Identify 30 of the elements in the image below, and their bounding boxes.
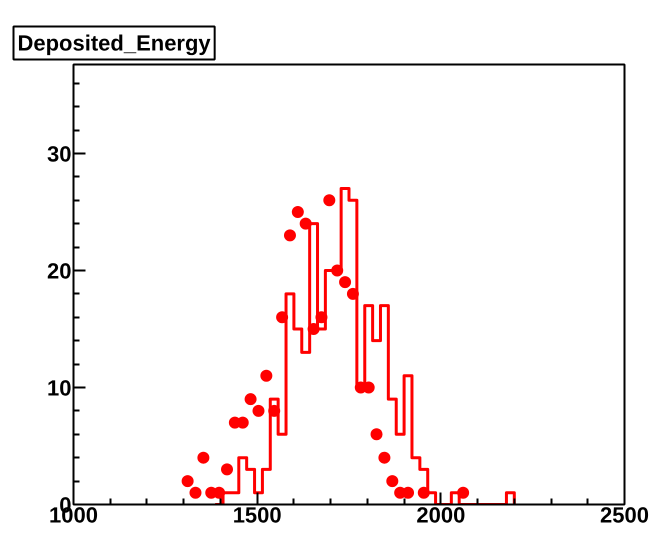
point [331,264,344,276]
point [284,229,296,242]
y-tick-label: 10 [47,375,72,400]
y-tick-label: 20 [47,258,72,284]
point [292,206,304,218]
point [252,404,264,417]
x-tick-label: 2500 [600,502,649,528]
point [457,486,470,499]
point [308,322,320,335]
x-tick-label: 1500 [232,502,282,528]
chart-title: Deposited_Energy [18,30,212,56]
point [386,475,398,488]
point [418,486,430,499]
x-tick-label: 2000 [416,502,466,528]
point [323,194,336,206]
point [339,276,352,288]
point [197,452,210,464]
point [244,393,257,406]
point [346,288,359,300]
y-tick-label: 30 [47,141,72,166]
point [268,404,280,417]
point [276,311,288,324]
point [189,486,202,499]
point [300,218,312,230]
point [221,463,234,476]
point [370,428,383,440]
point [378,452,390,464]
point [315,311,328,324]
point [260,370,272,382]
point [182,475,194,488]
